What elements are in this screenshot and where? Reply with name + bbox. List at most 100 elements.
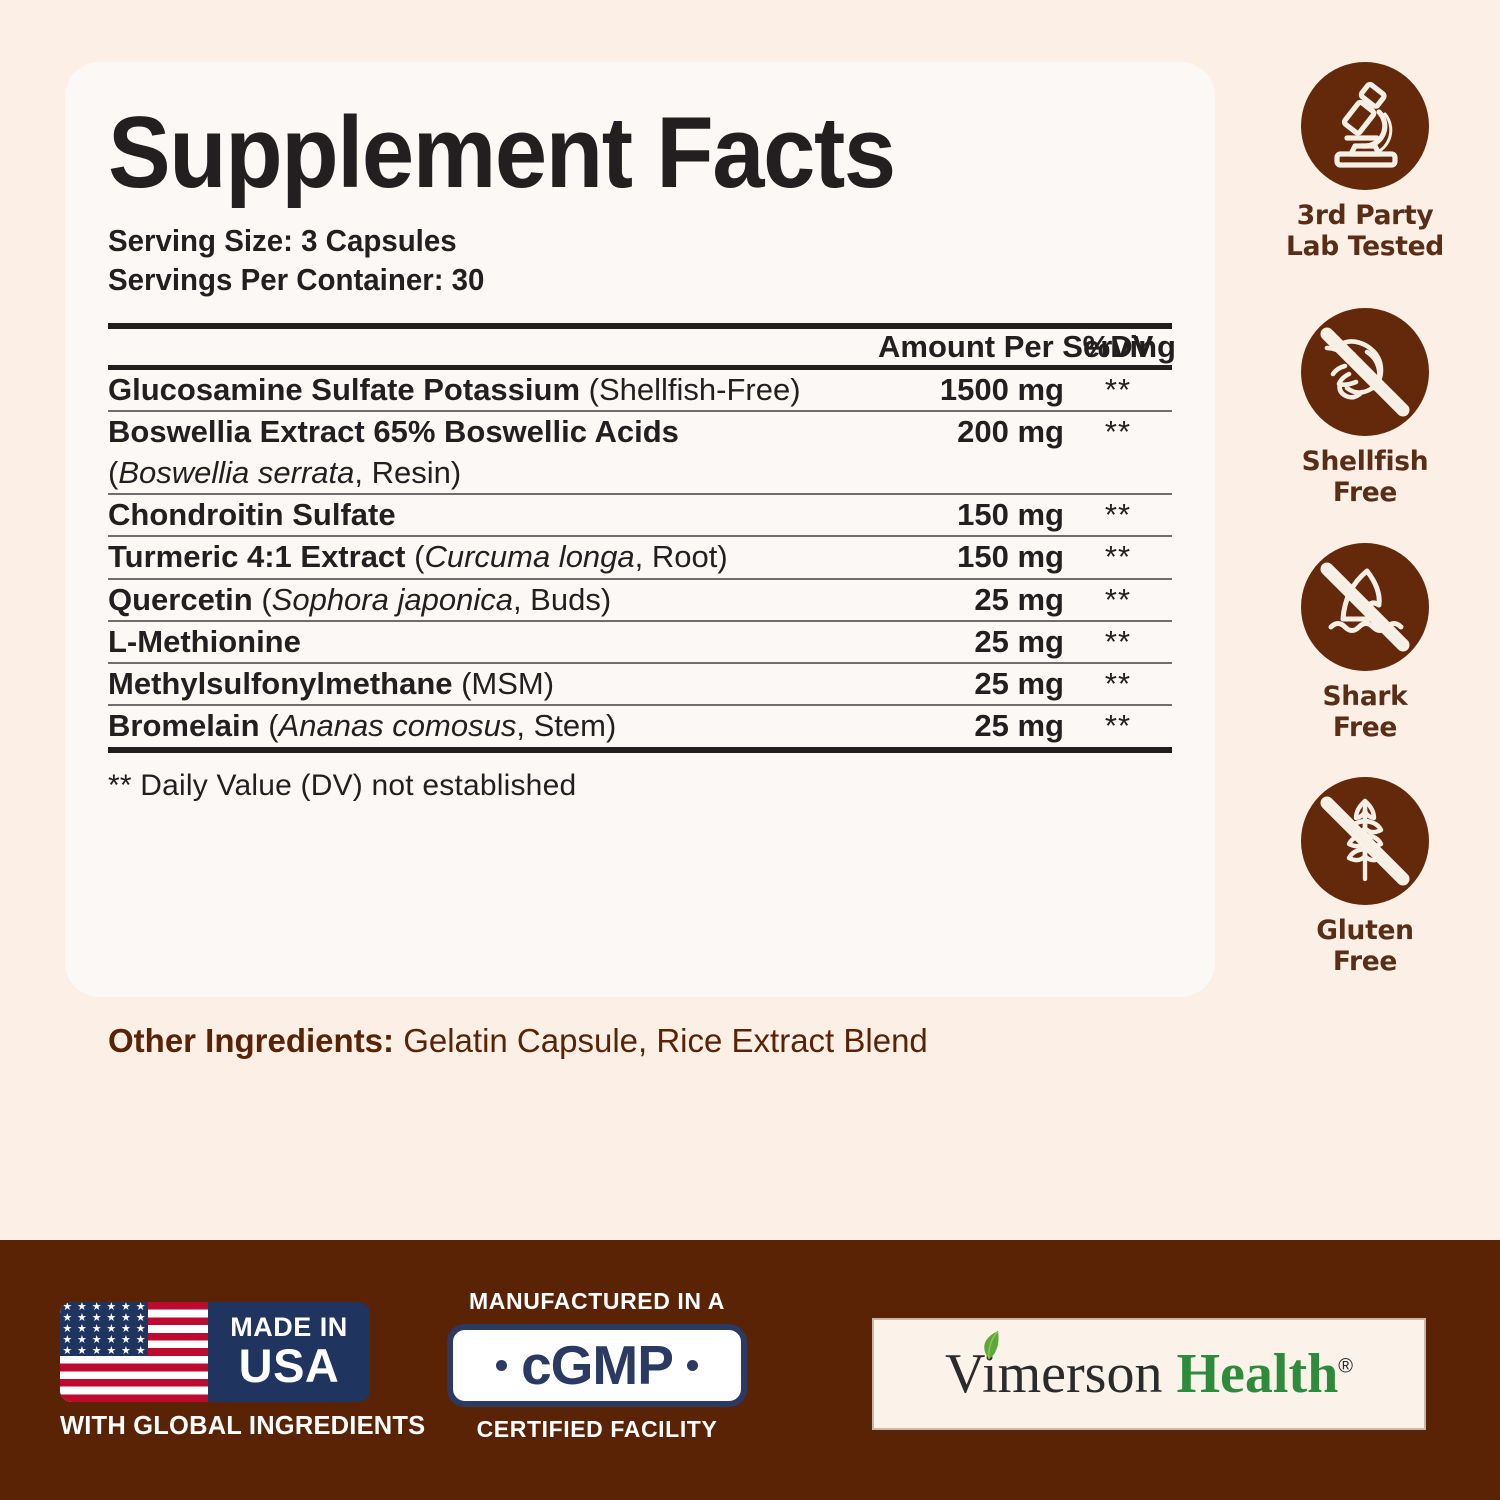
ingredient-amount: 150 mg — [957, 496, 1064, 532]
flag-star-icon: ★ — [121, 1312, 131, 1324]
cgmp-plate: cGMP — [447, 1324, 747, 1407]
badge-shark-free-line2: Free — [1332, 711, 1398, 743]
badge-shellfish-free: Shellfish Free — [1240, 308, 1490, 508]
flag-star-icon: ★ — [62, 1334, 73, 1346]
badge-shark-free-label: Shark Free — [1240, 680, 1490, 743]
cgmp-badge: MANUFACTURED IN A cGMP CERTIFIED FACILIT… — [432, 1288, 762, 1443]
page-title: Supplement Facts — [108, 97, 896, 209]
servings-per-container-text: Servings Per Container: 30 — [108, 262, 485, 298]
flag-star-icon: ★ — [62, 1302, 73, 1313]
made-in-usa-text: MADE IN USA — [208, 1302, 370, 1402]
brand-name-part2: Health — [1162, 1343, 1339, 1405]
table-bottom-rule — [108, 746, 1172, 753]
flag-canton: ★ ★ ★ ★ ★ ★ ★ ★ ★ ★ ★ ★ ★ ★ ★ ★ ★ ★ ★ ★ ★ ★ ★ ★ ★ ★ ★ ★ ★ ★ — [60, 1302, 148, 1357]
flag-star-icon: ★ — [121, 1334, 131, 1346]
column-header-amount: Amount Per Serving — [878, 329, 1176, 365]
ingredient-amount: 25 mg — [974, 623, 1064, 659]
table-row: Glucosamine Sulfate Potassium (Shellfish… — [108, 367, 1172, 412]
badge-lab-tested-line1: 3rd Party — [1296, 200, 1434, 231]
serving-size-text: Serving Size: 3 Capsules — [108, 222, 457, 258]
table-row: Methylsulfonylmethane (MSM) 25 mg ** — [108, 663, 1172, 705]
cgmp-top-label: MANUFACTURED IN A — [469, 1288, 725, 1314]
brand-name-part1: Vimerson — [944, 1343, 1163, 1405]
flag-star-icon: ★ — [121, 1345, 131, 1357]
ingredient-amount: 25 mg — [974, 666, 1064, 702]
badge-shark-free-line1: Shark — [1322, 680, 1408, 712]
table-header-row: Amount Per Serving %DV — [108, 326, 1176, 368]
table-row: Quercetin (Sophora japonica, Buds) 25 mg *… — [108, 578, 1172, 621]
flag-star-icon: ★ — [106, 1302, 117, 1313]
badge-gluten-free: Gluten Free — [1240, 777, 1490, 977]
flag-star-icon: ★ — [135, 1323, 146, 1335]
table-row: Chondroitin Sulfate 150 mg ** — [108, 493, 1172, 536]
flag-star-icon: ★ — [135, 1334, 146, 1346]
made-in-usa-badge: ★ ★ ★ ★ ★ ★ ★ ★ ★ ★ ★ ★ ★ ★ ★ ★ ★ ★ ★ ★ ★ ★ ★ ★ ★ ★ ★ ★ ★ ★ MADE IN U… — [60, 1302, 426, 1441]
ingredient-amount: 150 mg — [957, 539, 1064, 575]
header-spacer — [108, 326, 878, 368]
table-row: L-Methionine 25 mg ** — [108, 620, 1172, 663]
ingredient-amount: 25 mg — [974, 581, 1064, 617]
flag-star-icon: ★ — [106, 1345, 117, 1357]
flag-star-icon: ★ — [135, 1345, 146, 1357]
flag-star-icon: ★ — [77, 1334, 87, 1346]
ingredient-name: L-Methionine — [108, 623, 301, 659]
flag-star-icon: ★ — [106, 1323, 117, 1335]
microscope-icon — [1301, 62, 1429, 190]
certification-badge-column: 3rd Party Lab Tested — [1240, 62, 1490, 984]
ingredient-name: Methylsulfonylmethane (MSM) — [108, 666, 555, 702]
badge-lab-tested-line2: Lab Tested — [1286, 230, 1444, 262]
flag-star-icon: ★ — [135, 1302, 146, 1313]
ingredient-dv: ** — [1104, 581, 1132, 617]
badge-lab-tested-label: 3rd Party Lab Tested — [1240, 200, 1490, 262]
usa-label: USA — [238, 1339, 340, 1393]
flag-star-icon: ★ — [135, 1312, 146, 1324]
table-row: Bromelain (Ananas comosus, Stem) 25 mg ** — [108, 705, 1172, 746]
ingredient-name: Glucosamine Sulfate Potassium (Shellfish… — [108, 372, 801, 408]
supplement-facts-table: Amount Per Serving %DV Glucosamine Sulfa… — [108, 323, 1176, 747]
ingredient-amount: 1500 mg — [939, 372, 1064, 408]
supplement-facts-content: Supplement Facts Serving Size: 3 Capsule… — [108, 97, 1176, 803]
flag-star-icon: ★ — [62, 1323, 73, 1335]
ingredient-dv: ** — [1104, 496, 1132, 532]
cgmp-word: cGMP — [521, 1334, 674, 1396]
badge-gluten-free-line1: Gluten — [1316, 915, 1414, 947]
usa-flag-icon: ★ ★ ★ ★ ★ ★ ★ ★ ★ ★ ★ ★ ★ ★ ★ ★ ★ ★ ★ ★ ★ ★ ★ ★ ★ ★ ★ ★ ★ ★ — [60, 1302, 208, 1402]
ingredient-amount: 25 mg — [974, 708, 1064, 744]
flag-star-icon: ★ — [106, 1334, 117, 1346]
table-row: Boswellia Extract 65% Boswellic Acids (Bo… — [108, 411, 1172, 494]
flag-star-icon: ★ — [77, 1302, 87, 1313]
ingredient-dv: ** — [1104, 372, 1132, 408]
ingredient-amount: 200 mg — [957, 414, 1064, 450]
cgmp-dot-left — [496, 1360, 508, 1371]
ingredient-name: Chondroitin Sulfate — [108, 496, 396, 532]
flag-star-icon: ★ — [106, 1312, 117, 1324]
flag-star-icon: ★ — [77, 1323, 87, 1335]
table-row: Turmeric 4:1 Extract (Curcuma longa, Roo… — [108, 536, 1172, 578]
flag-star-icon: ★ — [91, 1345, 102, 1357]
badge-shark-free: Shark Free — [1240, 542, 1490, 743]
column-header-dv: %DV — [1082, 329, 1154, 365]
brand-logo: Vimerson Health® — [872, 1318, 1426, 1430]
made-in-usa-plate: ★ ★ ★ ★ ★ ★ ★ ★ ★ ★ ★ ★ ★ ★ ★ ★ ★ ★ ★ ★ ★ ★ ★ ★ ★ ★ ★ ★ ★ ★ MADE IN U… — [60, 1302, 370, 1402]
other-ingredients-label: Other Ingredients: — [108, 1022, 395, 1059]
global-ingredients-label: WITH GLOBAL INGREDIENTS — [60, 1412, 426, 1440]
daily-value-footnote: ** Daily Value (DV) not established — [108, 768, 577, 802]
cgmp-dot-right — [686, 1360, 698, 1371]
flag-star-icon: ★ — [91, 1312, 102, 1324]
registered-trademark-icon: ® — [1338, 1355, 1353, 1378]
ingredient-dv: ** — [1104, 539, 1132, 575]
flag-star-icon: ★ — [62, 1312, 73, 1324]
brand-logo-text: Vimerson Health® — [944, 1330, 1353, 1405]
ingredient-name: Boswellia Extract 65% Boswellic Acids (Bo… — [108, 414, 679, 490]
leaf-icon — [984, 1330, 999, 1360]
badge-gluten-free-label: Gluten Free — [1240, 916, 1490, 977]
supplement-facts-card: Supplement Facts Serving Size: 3 Capsule… — [65, 62, 1215, 997]
flag-star-icon: ★ — [91, 1302, 102, 1313]
badge-gluten-free-line2: Free — [1332, 946, 1398, 978]
table-body: Glucosamine Sulfate Potassium (Shellfish… — [108, 367, 1172, 747]
badge-lab-tested: 3rd Party Lab Tested — [1240, 62, 1490, 262]
other-ingredients-value: Gelatin Capsule, Rice Extract Blend — [394, 1022, 928, 1059]
ingredient-dv: ** — [1104, 666, 1132, 702]
flag-star-icon: ★ — [91, 1323, 102, 1335]
cgmp-bottom-label: CERTIFIED FACILITY — [476, 1416, 718, 1442]
